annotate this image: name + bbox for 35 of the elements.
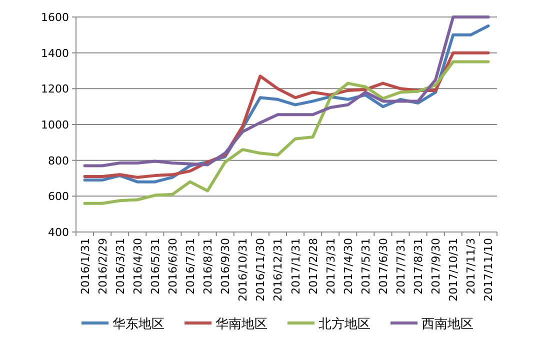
x-tick-label: 2016/6/30	[166, 238, 180, 294]
x-tick-label: 2017/6/30	[376, 238, 390, 294]
legend-label: 北方地区	[318, 316, 370, 332]
x-tick-label: 2016/2/29	[96, 238, 110, 294]
y-tick-label: 1200	[41, 82, 69, 96]
x-tick-label: 2016/7/31	[184, 238, 198, 294]
legend-label: 西南地区	[422, 317, 474, 332]
x-tick-label: 2016/4/30	[131, 238, 144, 294]
legend-label: 华东地区	[112, 317, 164, 332]
x-tick-label: 2017/1/31	[289, 238, 302, 294]
x-tick-label: 2017/8/31	[412, 238, 426, 294]
x-tick-label: 2016/8/31	[202, 238, 215, 294]
x-tick-label: 2017/7/31	[394, 238, 408, 294]
x-tick-label: 2016/3/31	[114, 238, 127, 294]
x-tick-label: 2017/4/30	[342, 238, 355, 294]
x-tick-label: 2017/11/3	[464, 238, 478, 294]
x-tick-label: 2016/5/31	[148, 238, 162, 294]
x-tick-label: 2016/11/30	[254, 238, 268, 302]
x-tick-label: 2016/1/31	[78, 238, 92, 294]
x-tick-label: 2017/2/28	[306, 238, 320, 294]
legend-label: 华南地区	[216, 317, 268, 332]
x-tick-label: 2017/10/31	[447, 238, 460, 302]
x-tick-label: 2017/5/31	[359, 238, 372, 294]
x-tick-label: 2016/12/31	[272, 238, 285, 302]
x-tick-label: 2017/9/30	[430, 238, 443, 294]
y-tick-label: 400	[48, 226, 69, 239]
y-tick-label: 600	[48, 190, 69, 204]
y-tick-label: 1400	[41, 46, 69, 60]
y-tick-label: 800	[48, 154, 69, 168]
x-tick-label: 2017/11/10	[482, 238, 496, 302]
x-tick-label: 2016/10/31	[236, 238, 250, 302]
x-tick-label: 2016/9/30	[219, 238, 232, 294]
x-tick-label: 2017/3/31	[324, 238, 338, 294]
y-tick-label: 1600	[41, 11, 69, 24]
y-tick-label: 1000	[41, 118, 69, 132]
